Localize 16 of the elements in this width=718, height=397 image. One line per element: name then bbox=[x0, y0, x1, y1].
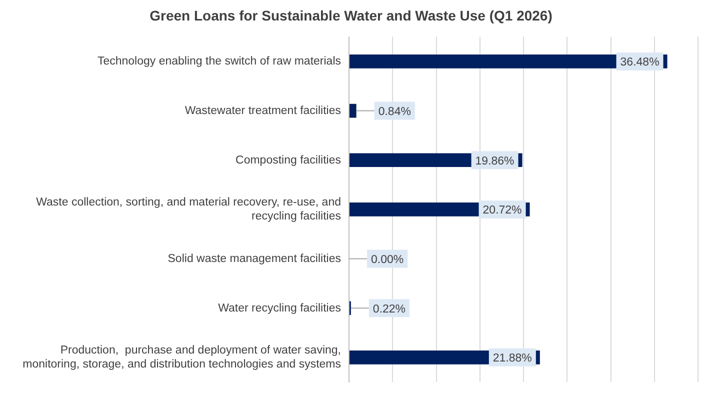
y-tick-label: Waste collection, sorting, and material recovery, re-use, and recycling facilities bbox=[36, 196, 342, 223]
y-tick-label: Wastewater treatment facilities bbox=[184, 104, 342, 117]
data-label: 0.84% bbox=[378, 106, 411, 118]
data-label: 36.48% bbox=[620, 56, 660, 69]
data-label: 0.00% bbox=[371, 254, 404, 266]
y-tick-label: Composting facilities bbox=[236, 154, 342, 166]
data-label: 19.86% bbox=[475, 155, 514, 168]
data-label: 0.22% bbox=[372, 303, 406, 316]
y-tick-label: Production, purchase and deployment of water saving, monitoring, storage, and distribution technologies and systems bbox=[22, 344, 342, 371]
bar bbox=[350, 104, 356, 118]
y-tick-label: Water recycling facilities bbox=[218, 302, 342, 314]
y-tick-label: Solid waste management facilities bbox=[168, 252, 342, 265]
data-label: 20.72% bbox=[482, 204, 522, 217]
data-label: 21.88% bbox=[492, 352, 532, 365]
y-tick-label: Technology enabling the switch of raw materials bbox=[97, 56, 342, 68]
chart-title: Green Loans for Sustainable Water and Waste Use (Q1 2026) bbox=[150, 7, 552, 24]
